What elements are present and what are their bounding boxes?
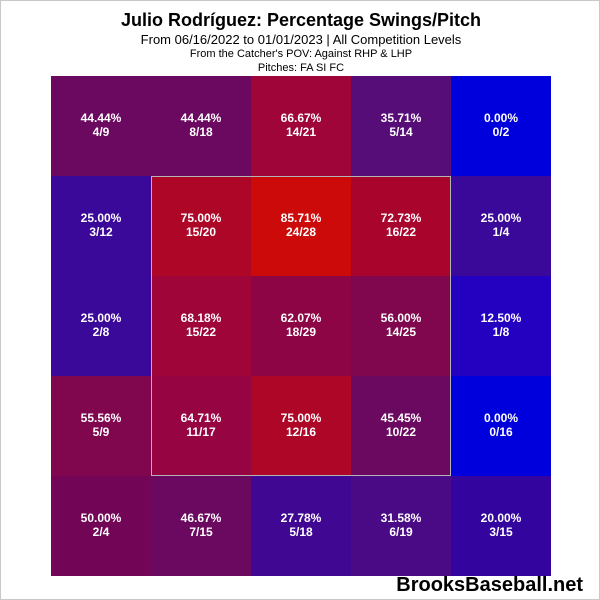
cell-ratio: 12/16	[285, 425, 317, 439]
cell-percentage: 25.00%	[80, 211, 122, 225]
cell-percentage: 25.00%	[80, 311, 122, 325]
cell-percentage: 46.67%	[180, 511, 222, 525]
chart-subtitle: From 06/16/2022 to 01/01/2023 | All Comp…	[140, 32, 462, 47]
cell-percentage: 31.58%	[380, 511, 422, 525]
cell-ratio: 16/22	[385, 225, 417, 239]
cell-ratio: 2/4	[92, 525, 110, 539]
cell-ratio: 15/22	[185, 325, 217, 339]
cell-ratio: 11/17	[186, 425, 216, 439]
cell-ratio: 8/18	[189, 125, 213, 139]
cell-percentage: 44.44%	[180, 111, 222, 125]
cell-percentage: 75.00%	[180, 211, 222, 225]
heatmap-cell: 75.00% 12/16	[251, 376, 351, 476]
heatmap-cell: 20.00% 3/15	[451, 476, 551, 576]
cell-ratio: 4/9	[92, 125, 110, 139]
cell-ratio: 14/21	[285, 125, 317, 139]
chart-title: Julio Rodríguez: Percentage Swings/Pitch	[120, 10, 482, 30]
heatmap-cell: 27.78% 5/18	[251, 476, 351, 576]
cell-percentage: 66.67%	[280, 111, 322, 125]
pitches-line: Pitches: FA SI FC	[257, 62, 345, 74]
heatmap-cell: 35.71% 5/14	[351, 76, 451, 176]
cell-percentage: 0.00%	[483, 411, 519, 425]
heatmap-cell: 25.00% 1/4	[451, 176, 551, 276]
watermark: BrooksBaseball.net	[396, 574, 583, 596]
cell-ratio: 7/15	[189, 525, 213, 539]
cell-percentage: 68.18%	[180, 311, 222, 325]
heatmap-cell: 62.07% 18/29	[251, 276, 351, 376]
cell-ratio: 1/4	[492, 225, 510, 239]
cell-ratio: 3/15	[489, 525, 513, 539]
cell-percentage: 55.56%	[80, 411, 122, 425]
cell-percentage: 0.00%	[483, 111, 519, 125]
cell-ratio: 2/8	[92, 325, 110, 339]
cell-percentage: 56.00%	[380, 311, 422, 325]
heatmap-cell: 64.71% 11/17	[151, 376, 251, 476]
cell-ratio: 14/25	[385, 325, 417, 339]
heatmap-cell: 44.44% 4/9	[51, 76, 151, 176]
heatmap-cell: 46.67% 7/15	[151, 476, 251, 576]
heatmap-cell: 56.00% 14/25	[351, 276, 451, 376]
cell-percentage: 25.00%	[480, 211, 522, 225]
heatmap-cell: 75.00% 15/20	[151, 176, 251, 276]
heatmap-grid: 44.44% 4/9 44.44% 8/18 66.67% 14/21 35.71% 5/14…	[51, 76, 551, 576]
cell-percentage: 50.00%	[80, 511, 122, 525]
cell-ratio: 24/28	[285, 225, 317, 239]
cell-ratio: 6/19	[389, 525, 413, 539]
heatmap-cell: 50.00% 2/4	[51, 476, 151, 576]
heatmap-cell: 31.58% 6/19	[351, 476, 451, 576]
heatmap-cell: 0.00% 0/2	[451, 76, 551, 176]
cell-percentage: 85.71%	[280, 211, 322, 225]
heatmap-cell: 25.00% 3/12	[51, 176, 151, 276]
cell-percentage: 27.78%	[280, 511, 322, 525]
pov-line: From the Catcher's POV: Against RHP & LH…	[189, 48, 413, 60]
cell-ratio: 5/9	[92, 425, 110, 439]
cell-ratio: 15/20	[185, 225, 217, 239]
heatmap-cell: 0.00% 0/16	[451, 376, 551, 476]
cell-ratio: 10/22	[385, 425, 417, 439]
heatmap-cell: 25.00% 2/8	[51, 276, 151, 376]
cell-percentage: 44.44%	[80, 111, 122, 125]
cell-percentage: 72.73%	[380, 211, 422, 225]
cell-percentage: 75.00%	[280, 411, 322, 425]
heatmap-cell: 45.45% 10/22	[351, 376, 451, 476]
heatmap-cell: 68.18% 15/22	[151, 276, 251, 376]
heatmap-cell: 72.73% 16/22	[351, 176, 451, 276]
cell-ratio: 3/12	[89, 225, 113, 239]
cell-percentage: 20.00%	[480, 511, 522, 525]
cell-percentage: 12.50%	[480, 311, 522, 325]
cell-ratio: 0/16	[489, 425, 513, 439]
heatmap-cell: 44.44% 8/18	[151, 76, 251, 176]
heatmap-cell: 66.67% 14/21	[251, 76, 351, 176]
cell-ratio: 1/8	[492, 325, 510, 339]
heatmap-cell: 55.56% 5/9	[51, 376, 151, 476]
cell-ratio: 18/29	[285, 325, 317, 339]
heatmap-cell: 12.50% 1/8	[451, 276, 551, 376]
cell-percentage: 45.45%	[380, 411, 422, 425]
cell-ratio: 5/14	[389, 125, 413, 139]
heatmap-cell: 85.71% 24/28	[251, 176, 351, 276]
cell-percentage: 62.07%	[280, 311, 322, 325]
cell-percentage: 64.71%	[180, 411, 222, 425]
cell-ratio: 5/18	[289, 525, 313, 539]
cell-ratio: 0/2	[492, 125, 510, 139]
cell-percentage: 35.71%	[380, 111, 422, 125]
